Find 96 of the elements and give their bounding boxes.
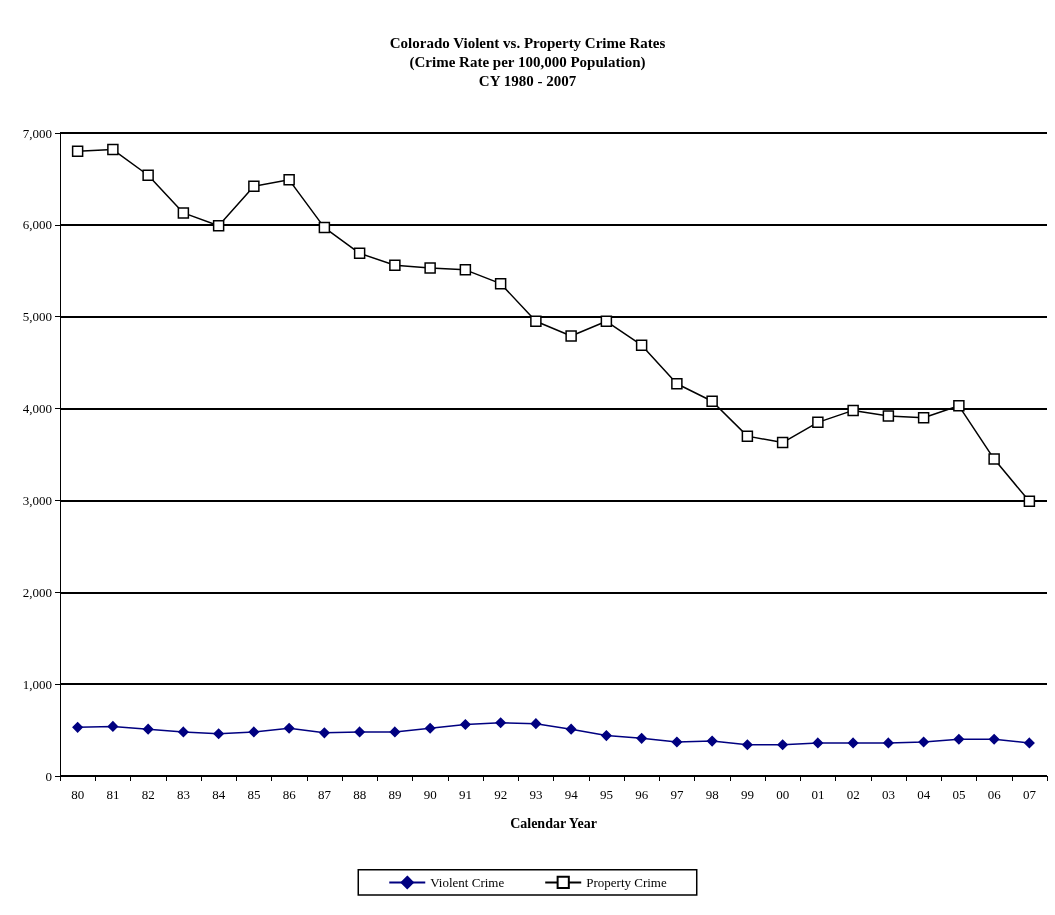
point: [177, 207, 190, 219]
point: [71, 145, 84, 158]
x-tick-label: 07: [1022, 787, 1037, 802]
point: [319, 727, 330, 739]
y-tick-label: 1,000: [22, 676, 52, 692]
x-tick-label: 94: [564, 787, 579, 802]
point: [777, 739, 788, 751]
point: [601, 730, 612, 741]
point: [565, 330, 577, 342]
x-tick-label: 98: [705, 787, 719, 802]
point: [459, 264, 472, 276]
point: [530, 718, 542, 729]
point: [389, 259, 401, 272]
chart-title: Colorado Violent vs. Property Crime Rates (Crime Rate per 100,000 Population) CY 1980 - 2007: [389, 34, 666, 89]
x-tick-label: 05: [952, 787, 966, 802]
y-tick-label: 7,000: [22, 125, 52, 141]
point: [142, 723, 154, 735]
x-tick-label: 91: [458, 787, 472, 802]
point: [353, 247, 366, 260]
point: [213, 728, 224, 739]
point: [882, 410, 895, 422]
point: [565, 723, 577, 735]
y-tick-label: 6,000: [22, 217, 52, 233]
point: [248, 726, 260, 738]
x-tick-label: 02: [846, 787, 860, 802]
point: [107, 143, 119, 156]
x-tick-label: 93: [529, 787, 543, 802]
point: [530, 315, 542, 328]
x-tick-label: 89: [388, 787, 402, 802]
x-tick-label: 85: [247, 787, 261, 802]
point: [776, 436, 789, 449]
x-tick-label: 82: [141, 787, 155, 802]
point: [283, 174, 295, 186]
point: [1024, 737, 1035, 749]
point: [424, 722, 436, 734]
y-tick-label: 4,000: [22, 401, 52, 417]
point: [671, 736, 683, 748]
y-tick-label: 0: [45, 768, 52, 784]
y-tick-label: 5,000: [22, 309, 52, 325]
point: [812, 737, 824, 749]
point: [178, 726, 189, 738]
x-tick-label: 80: [71, 787, 85, 802]
point: [1023, 495, 1036, 508]
point: [424, 262, 436, 274]
x-tick-label: 00: [776, 787, 790, 802]
legend-label: Property Crime: [586, 874, 667, 890]
point: [953, 734, 965, 745]
y-tick-label: 3,000: [22, 492, 52, 508]
point: [318, 221, 331, 234]
x-tick-label: 01: [811, 787, 825, 802]
point: [812, 416, 824, 429]
x-tick-label: 81: [106, 787, 120, 802]
point: [636, 733, 647, 744]
point: [671, 378, 683, 390]
x-tick-label: 06: [987, 787, 1002, 802]
point: [988, 453, 1000, 465]
x-tick-label: 88: [353, 787, 367, 802]
y-tick-label: 2,000: [22, 584, 52, 600]
point: [953, 400, 965, 412]
point: [72, 722, 83, 733]
point: [706, 395, 718, 407]
x-tick-label: 92: [494, 787, 508, 802]
point: [917, 412, 930, 424]
x-tick-label: 87: [317, 787, 332, 802]
legend-label: Violent Crime: [430, 874, 505, 890]
x-tick-label: 99: [740, 787, 754, 802]
point: [847, 737, 859, 749]
point: [635, 339, 648, 351]
point: [248, 180, 260, 193]
x-axis-title: Calendar Year: [510, 815, 597, 831]
x-tick-label: 96: [635, 787, 649, 802]
x-tick-label: 95: [599, 787, 613, 802]
point: [495, 717, 506, 728]
point: [706, 735, 718, 747]
point: [212, 220, 225, 232]
point: [742, 739, 753, 751]
x-tick-label: 03: [881, 787, 895, 802]
x-tick-label: 90: [423, 787, 437, 802]
x-tick-label: 84: [212, 787, 226, 802]
point: [741, 430, 754, 442]
point: [847, 404, 859, 417]
point: [354, 726, 365, 738]
x-tick-label: 83: [176, 787, 190, 802]
x-tick-label: 97: [670, 787, 684, 802]
point: [283, 722, 295, 734]
point: [600, 315, 613, 328]
point: [883, 737, 894, 749]
x-tick-label: 04: [917, 787, 931, 802]
point: [918, 736, 929, 748]
x-tick-label: 86: [282, 787, 297, 802]
point: [107, 721, 119, 732]
point: [988, 734, 1000, 745]
point: [142, 169, 154, 181]
point: [460, 719, 471, 730]
point: [494, 277, 507, 290]
point: [389, 726, 401, 738]
